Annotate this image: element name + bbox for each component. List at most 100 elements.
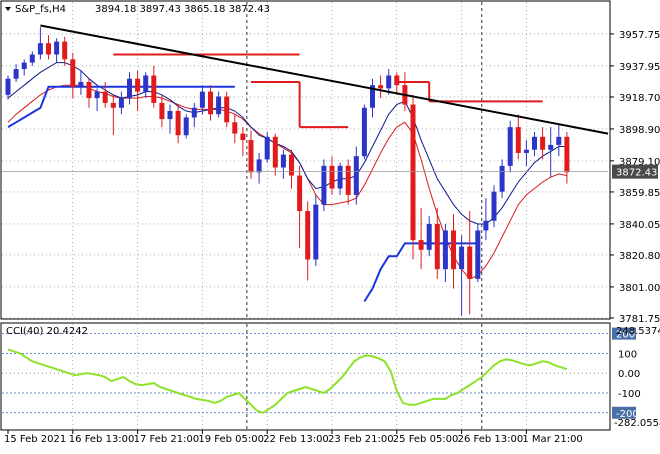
cci-pane-frame xyxy=(0,322,611,431)
candle-down xyxy=(70,59,76,87)
candle-up xyxy=(548,144,554,150)
candle-down xyxy=(410,104,416,241)
candle-down xyxy=(289,154,294,176)
candle-up xyxy=(280,154,286,168)
candle-down xyxy=(135,78,141,92)
candle-down xyxy=(248,140,254,173)
cci-level-tag xyxy=(612,406,636,419)
candle-up xyxy=(29,54,35,63)
candle-up xyxy=(475,230,481,279)
time-tick-label: 17 Feb 21:00 xyxy=(134,434,200,445)
current-price-tag-label: 3872.43 xyxy=(616,168,657,179)
candle-up xyxy=(127,78,132,99)
cci-min-label: -282.0558 xyxy=(614,418,660,429)
time-tick-label: 16 Feb 13:00 xyxy=(69,434,135,445)
price-tick-label: 3879.10 xyxy=(619,157,660,168)
candle-up xyxy=(216,96,222,115)
candle-down xyxy=(394,75,400,86)
price-tick-label: 3898.90 xyxy=(619,125,660,136)
candle-down xyxy=(240,133,246,141)
trendline-path xyxy=(40,24,609,135)
candle-down xyxy=(297,175,303,212)
cci-level-label: 0.00 xyxy=(618,369,640,380)
cci-level-label: -200 xyxy=(616,409,639,420)
cci-level-tag xyxy=(612,327,636,340)
candle-down xyxy=(62,41,68,60)
candle-up xyxy=(191,107,197,118)
candle-up xyxy=(523,149,529,153)
candle-down xyxy=(110,102,116,108)
price-tick-label: 3918.70 xyxy=(619,93,660,104)
main-pane-frame xyxy=(0,0,611,320)
candle-up xyxy=(5,78,11,95)
candle-down xyxy=(345,165,351,195)
candle-down xyxy=(175,111,181,136)
candle-down xyxy=(232,122,238,134)
candle-down xyxy=(467,246,473,279)
collapse-arrow-icon[interactable] xyxy=(5,7,11,11)
candle-down xyxy=(151,75,157,103)
cci-path xyxy=(7,348,568,414)
candle-down xyxy=(515,127,521,153)
candle-up xyxy=(313,204,319,260)
candle-down xyxy=(418,240,424,250)
time-tick-label: 19 Feb 05:00 xyxy=(198,434,264,445)
candle-down xyxy=(305,211,311,260)
price-tick-label: 3820.80 xyxy=(619,251,660,262)
time-tick-label: 1 Mar 21:00 xyxy=(522,434,582,445)
candle-down xyxy=(540,136,546,150)
cci-level-label: 100 xyxy=(618,349,637,360)
candle-up xyxy=(337,165,343,189)
candle-up xyxy=(353,156,359,195)
candle-up xyxy=(426,223,432,250)
candle-up xyxy=(386,75,392,89)
candle-up xyxy=(491,191,497,221)
candle-up xyxy=(507,127,513,166)
candle-down xyxy=(102,91,108,103)
candle-down xyxy=(272,136,278,168)
candlesticks xyxy=(5,27,570,316)
time-tick-label: 23 Feb 21:00 xyxy=(328,434,394,445)
candle-up xyxy=(78,81,84,87)
candle-down xyxy=(329,165,335,189)
period-separators xyxy=(246,2,483,429)
candle-up xyxy=(459,246,465,270)
ichimoku-path xyxy=(7,85,235,128)
candle-up xyxy=(483,220,489,231)
price-tick-label: 3937.95 xyxy=(619,62,660,73)
cci-label: CCI(40) 20.4242 xyxy=(6,326,88,337)
candle-up xyxy=(361,107,367,157)
candle-up xyxy=(532,136,537,150)
ohlc-label: 3894.18 3897.43 3865.18 3872.43 xyxy=(95,4,270,15)
current-price-tag xyxy=(612,164,658,179)
candle-up xyxy=(37,43,43,55)
price-tick-label: 3840.05 xyxy=(619,220,660,231)
ma-slow-path xyxy=(7,84,568,280)
candle-up xyxy=(199,91,205,108)
candle-up xyxy=(256,159,262,173)
candle-up xyxy=(167,111,173,120)
time-tick-label: 22 Feb 13:00 xyxy=(263,434,329,445)
candle-up xyxy=(54,41,60,55)
candle-up xyxy=(183,117,189,136)
cci-max-label: 248.5374 xyxy=(616,326,660,337)
grid-lines xyxy=(2,2,608,429)
candle-down xyxy=(224,96,230,123)
time-axis: 15 Feb 2021 16 Feb 13:00 17 Feb 21:00 19 Fe… xyxy=(4,430,583,445)
cci-level-label: 200 xyxy=(616,330,635,341)
time-tick-label: 25 Feb 05:00 xyxy=(393,434,459,445)
trendline xyxy=(40,24,609,135)
candle-down xyxy=(86,81,92,99)
candle-up xyxy=(143,75,149,92)
candle-down xyxy=(208,91,213,115)
candle-up xyxy=(264,136,270,160)
candle-up xyxy=(321,165,327,205)
time-tick-label: 26 Feb 13:00 xyxy=(458,434,524,445)
price-axis: 3957.75 3937.95 3918.70 3898.90 3879.10 3859.… xyxy=(610,30,660,325)
cci-axis: 200 100 0.00 -100 -200 248.5374 -282.0558 xyxy=(612,326,660,429)
candle-up xyxy=(21,62,27,70)
price-tick-label: 3957.75 xyxy=(619,30,660,41)
candle-up xyxy=(370,85,375,108)
